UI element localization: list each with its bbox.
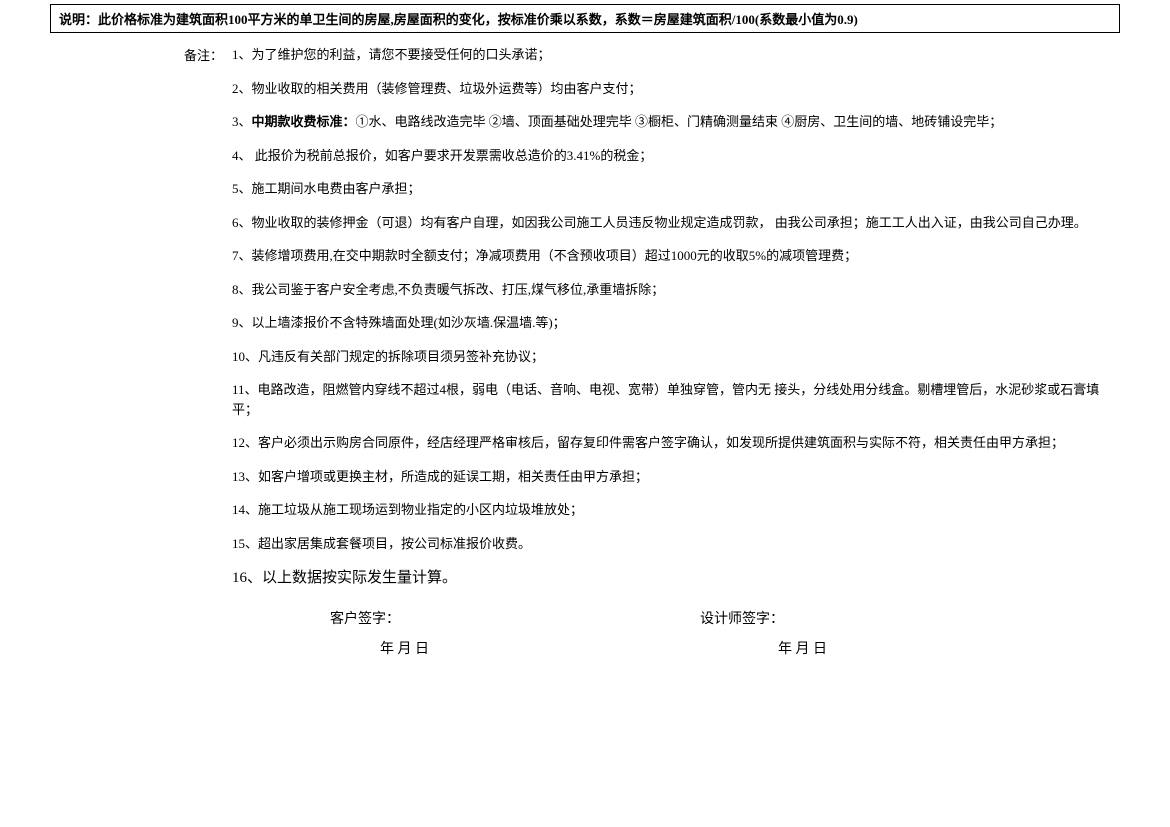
note-3-bold: 中期款收费标准： bbox=[252, 114, 356, 129]
note-3-prefix: 3、 bbox=[232, 114, 252, 129]
notes-row: 备注： 1、为了维护您的利益，请您不要接受任何的口头承诺； 2、物业收取的相关费… bbox=[184, 45, 1120, 590]
customer-sig-date: 年 月 日 bbox=[330, 638, 700, 658]
notes-label: 备注： bbox=[184, 45, 232, 590]
note-item-11: 11、电路改造，阻燃管内穿线不超过4根，弱电（电话、音响、电视、宽带）单独穿管，… bbox=[232, 380, 1120, 419]
notes-content: 1、为了维护您的利益，请您不要接受任何的口头承诺； 2、物业收取的相关费用（装修… bbox=[232, 45, 1120, 590]
note-3-rest: ①水、电路线改造完毕 ②墙、顶面基础处理完毕 ③橱柜、门精确测量结束 ④厨房、卫… bbox=[356, 114, 1003, 129]
document-container: 说明：此价格标准为建筑面积100平方米的单卫生间的房屋,房屋面积的变化，按标准价… bbox=[0, 0, 1170, 658]
note-item-8: 8、我公司鉴于客户安全考虑,不负责暖气拆改、打压,煤气移位,承重墙拆除； bbox=[232, 280, 1120, 300]
note-item-16: 16、以上数据按实际发生量计算。 bbox=[232, 567, 1120, 590]
designer-sig-label: 设计师签字： bbox=[700, 608, 1120, 628]
designer-sig-date: 年 月 日 bbox=[700, 638, 1120, 658]
note-item-14: 14、施工垃圾从施工现场运到物业指定的小区内垃圾堆放处； bbox=[232, 500, 1120, 520]
explanation-box: 说明：此价格标准为建筑面积100平方米的单卫生间的房屋,房屋面积的变化，按标准价… bbox=[50, 4, 1120, 33]
note-item-3: 3、中期款收费标准：①水、电路线改造完毕 ②墙、顶面基础处理完毕 ③橱柜、门精确… bbox=[232, 112, 1120, 132]
customer-sig-label: 客户签字： bbox=[330, 608, 700, 628]
note-item-7: 7、装修增项费用,在交中期款时全额支付；净减项费用（不含预收项目）超过1000元… bbox=[232, 246, 1120, 266]
note-item-4: 4、 此报价为税前总报价，如客户要求开发票需收总造价的3.41%的税金； bbox=[232, 146, 1120, 166]
signature-customer: 客户签字： 年 月 日 bbox=[330, 608, 700, 658]
note-item-1: 1、为了维护您的利益，请您不要接受任何的口头承诺； bbox=[232, 45, 1120, 65]
note-item-12: 12、客户必须出示购房合同原件，经店经理严格审核后，留存复印件需客户签字确认，如… bbox=[232, 433, 1120, 453]
notes-section: 备注： 1、为了维护您的利益，请您不要接受任何的口头承诺； 2、物业收取的相关费… bbox=[50, 45, 1120, 590]
signatures-section: 客户签字： 年 月 日 设计师签字： 年 月 日 bbox=[50, 608, 1120, 658]
note-item-9: 9、以上墙漆报价不含特殊墙面处理(如沙灰墙.保温墙.等)； bbox=[232, 313, 1120, 333]
signature-designer: 设计师签字： 年 月 日 bbox=[700, 608, 1120, 658]
note-item-6: 6、物业收取的装修押金（可退）均有客户自理，如因我公司施工人员违反物业规定造成罚… bbox=[232, 213, 1120, 233]
note-item-10: 10、凡违反有关部门规定的拆除项目须另签补充协议； bbox=[232, 347, 1120, 367]
note-item-5: 5、施工期间水电费由客户承担； bbox=[232, 179, 1120, 199]
note-item-15: 15、超出家居集成套餐项目，按公司标准报价收费。 bbox=[232, 534, 1120, 554]
explanation-text: 说明：此价格标准为建筑面积100平方米的单卫生间的房屋,房屋面积的变化，按标准价… bbox=[59, 12, 858, 27]
note-item-13: 13、如客户增项或更换主材，所造成的延误工期，相关责任由甲方承担； bbox=[232, 467, 1120, 487]
note-item-2: 2、物业收取的相关费用（装修管理费、垃圾外运费等）均由客户支付； bbox=[232, 79, 1120, 99]
